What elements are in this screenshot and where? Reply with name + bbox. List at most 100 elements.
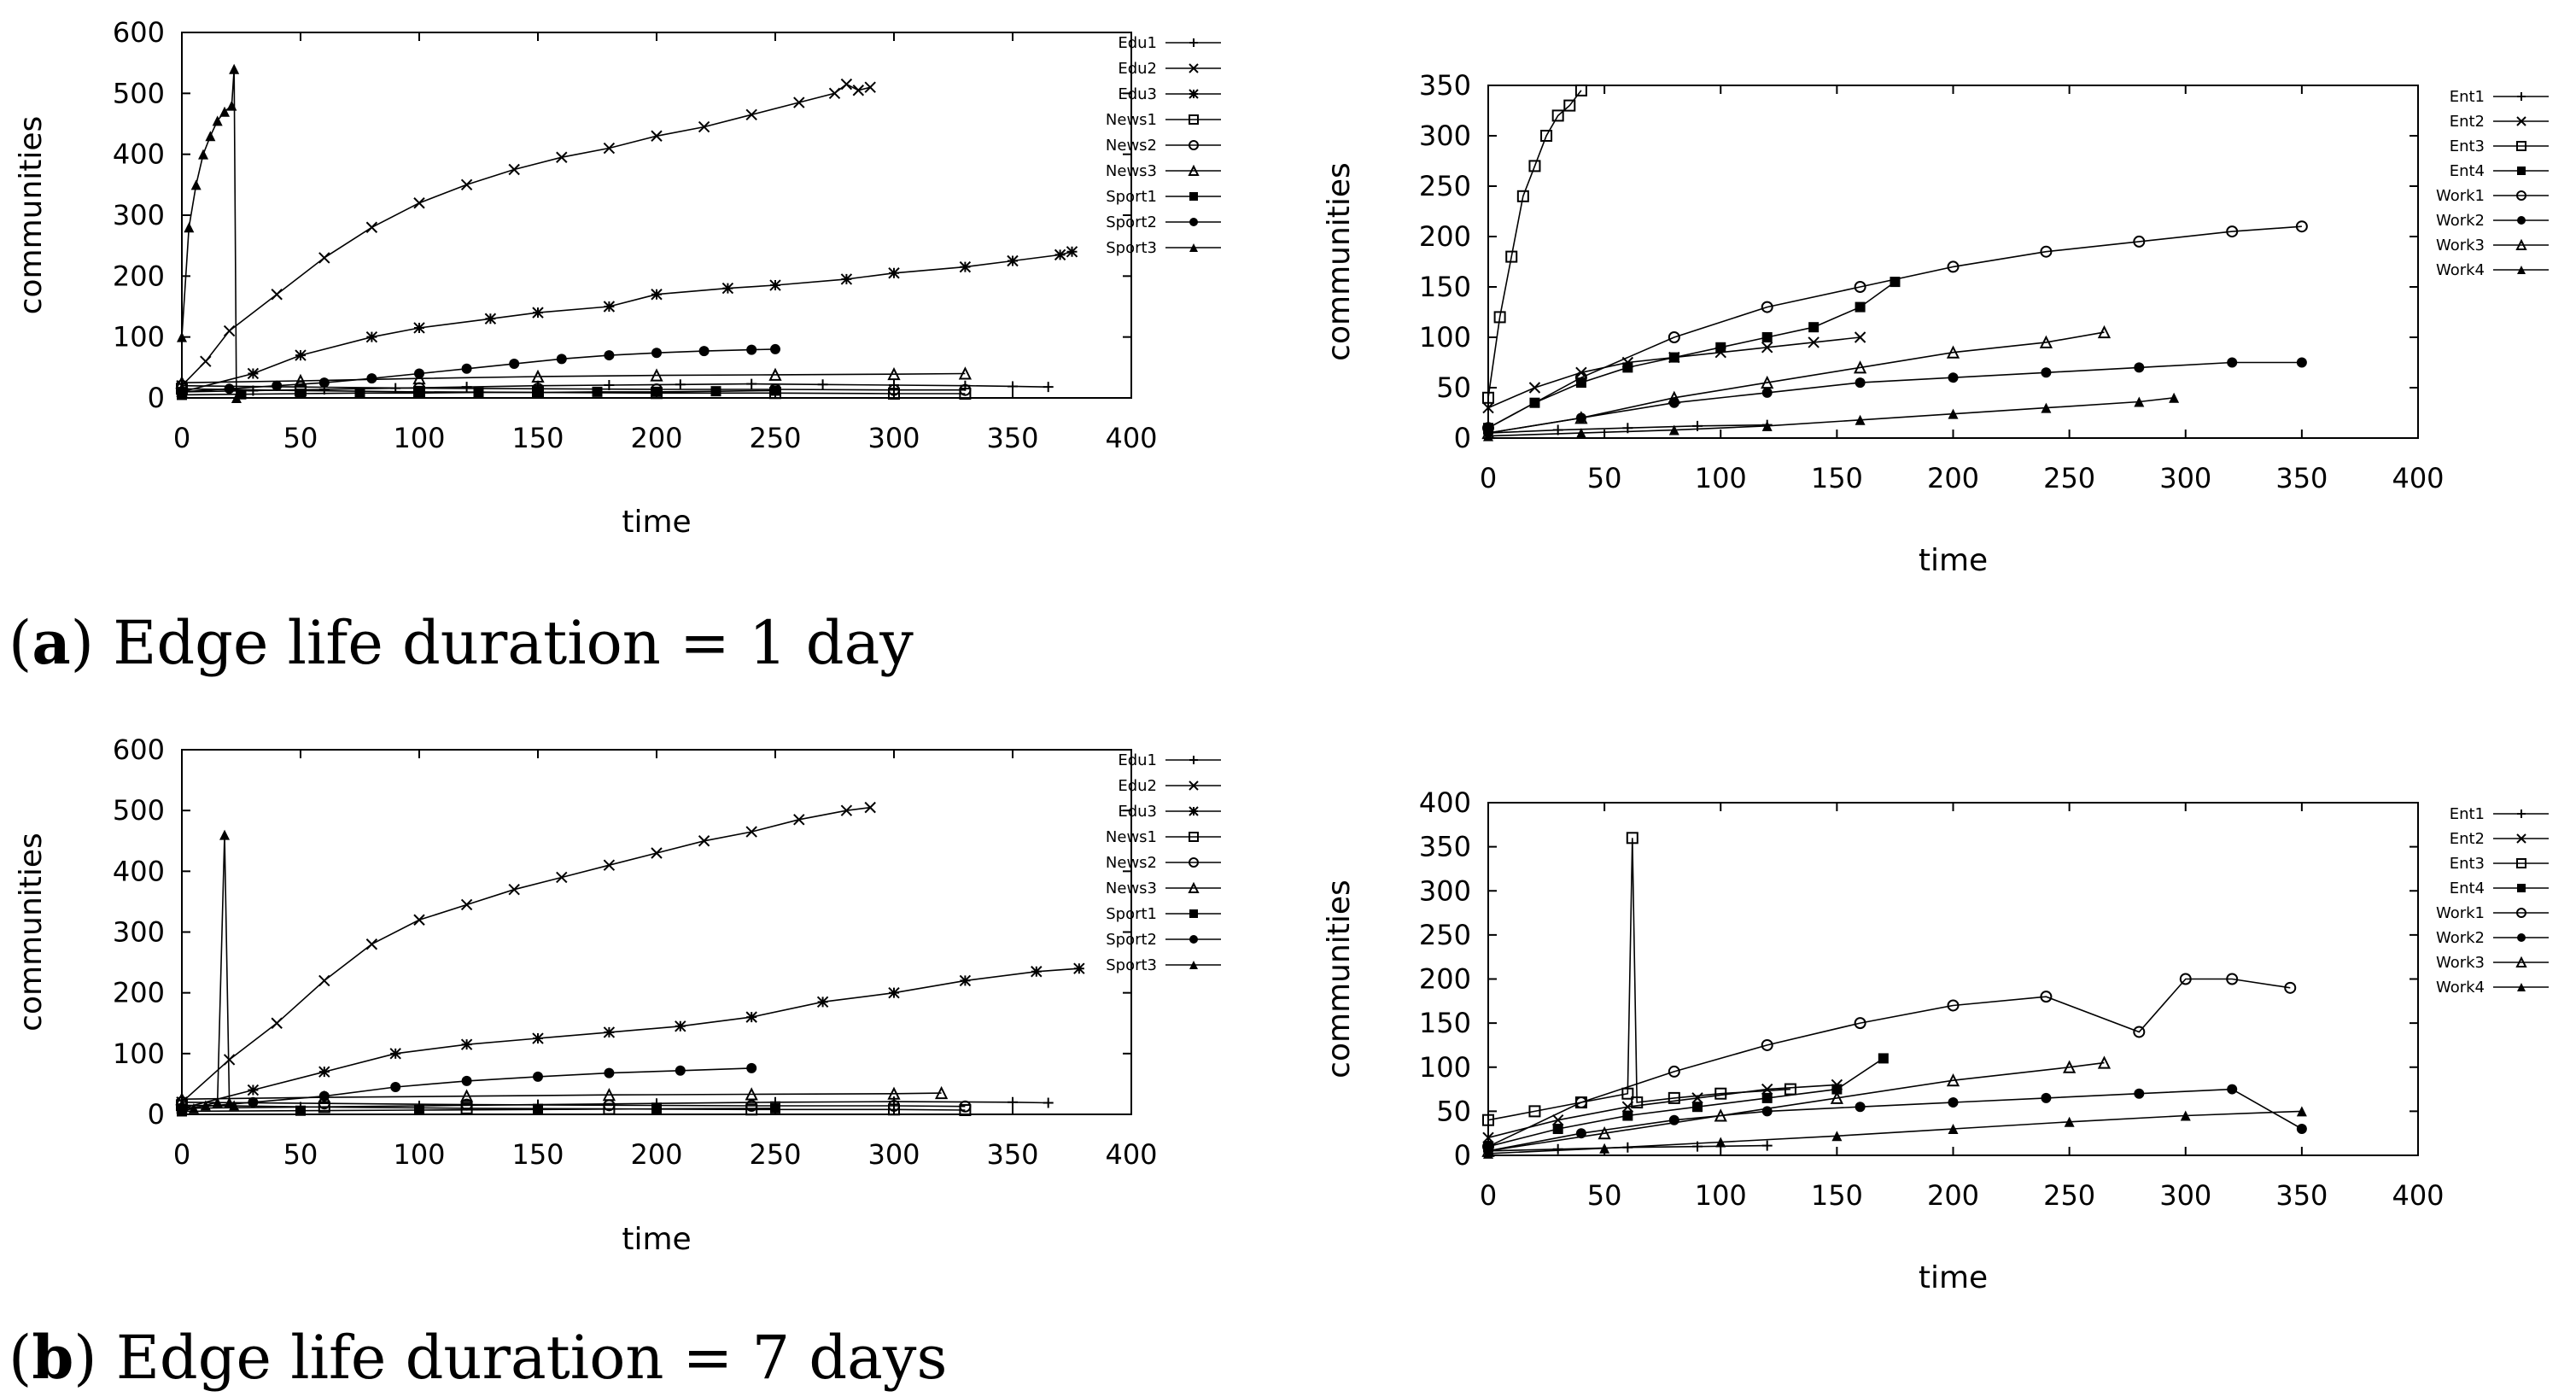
data-point: [710, 386, 721, 397]
data-point: [1008, 381, 1018, 392]
caption-b-letter: b: [32, 1322, 74, 1393]
data-point: [1808, 322, 1820, 333]
x-tick-label: 350: [2275, 1179, 2328, 1212]
caption-a: (a) Edge life duration = 1 day: [9, 607, 914, 678]
data-point: [556, 871, 568, 884]
data-point: [770, 343, 780, 354]
x-tick-label: 50: [1587, 1179, 1622, 1212]
data-point: [460, 178, 473, 191]
data-point: [746, 1062, 757, 1073]
data-point: [746, 378, 757, 389]
data-point: [1715, 1137, 1726, 1148]
data-point: [1946, 1073, 1960, 1087]
series-edu2: [176, 801, 876, 1108]
data-point: [1598, 1125, 1611, 1140]
data-point: [1668, 352, 1679, 363]
data-point: [817, 379, 828, 390]
y-tick-label: 150: [1419, 1007, 1471, 1039]
series-line: [181, 83, 871, 387]
x-tick-label: 0: [1480, 1179, 1497, 1212]
legend-label: Work2: [2436, 212, 2485, 230]
chart-b-left: 0 50 100 150 200 250 300 350 400 0 100 200 300 400 500…: [14, 734, 1221, 1257]
legend-marker: [2517, 92, 2526, 101]
data-point: [2134, 396, 2145, 407]
data-point: [200, 1100, 211, 1111]
data-point: [1626, 832, 1638, 845]
legend-marker: [1189, 140, 1199, 150]
series-line: [1487, 1084, 1837, 1139]
data-point: [698, 835, 710, 847]
x-tick-label: 400: [1105, 422, 1157, 454]
data-point: [934, 1085, 949, 1100]
series-line: [181, 68, 237, 399]
data-point: [1668, 1065, 1680, 1078]
y-tick-label: 250: [1419, 170, 1471, 202]
data-point: [745, 1011, 757, 1023]
legend-marker: [1189, 218, 1198, 226]
data-point: [2041, 402, 2052, 413]
data-point: [675, 1020, 686, 1032]
data-point: [219, 106, 231, 117]
data-point: [745, 1103, 758, 1116]
chart-b-right: 0 50 100 150 200 250 300 350 400 0 50 100 150 200 250 3…: [1322, 786, 2549, 1295]
data-point: [1008, 1096, 1018, 1108]
data-point: [603, 859, 616, 871]
x-tick-label: 50: [1587, 462, 1622, 494]
data-point: [2284, 981, 2297, 994]
y-axis-label: communities: [14, 116, 49, 315]
data-point: [2169, 392, 2180, 403]
data-point: [816, 996, 829, 1008]
data-point: [2180, 1110, 2191, 1121]
legend-marker: [1189, 243, 1198, 252]
data-point: [389, 1048, 401, 1060]
data-point: [508, 883, 520, 896]
legend-label: Ent3: [2450, 137, 2485, 155]
data-point: [2133, 235, 2146, 248]
data-point: [533, 1104, 543, 1115]
x-tick-label: 100: [393, 1138, 445, 1171]
data-point: [651, 130, 663, 142]
legend-marker: [2517, 216, 2526, 225]
legend-label: Sport2: [1106, 213, 1157, 231]
data-point: [1808, 336, 1820, 348]
data-point: [1574, 1096, 1587, 1109]
data-point: [2064, 1116, 2075, 1127]
y-tick-label: 100: [113, 321, 165, 354]
data-point: [651, 1103, 662, 1114]
data-point: [2227, 1084, 2238, 1095]
x-tick-label: 300: [867, 422, 920, 454]
data-point: [1714, 1108, 1727, 1122]
data-point: [413, 322, 425, 334]
x-tick-label: 150: [1811, 462, 1863, 494]
series-work1: [1482, 220, 2308, 435]
y-tick-label: 400: [1419, 786, 1471, 819]
legend-marker: [1189, 114, 1199, 125]
data-point: [770, 1102, 780, 1114]
series-work2: [1483, 1084, 2307, 1156]
data-point: [556, 354, 567, 365]
data-point: [365, 330, 378, 343]
data-point: [247, 1084, 260, 1096]
data-point: [2296, 1124, 2307, 1135]
y-tick-label: 50: [1436, 371, 1471, 404]
data-point: [1482, 391, 1494, 404]
legend-marker: [1189, 832, 1199, 842]
series-line: [1487, 978, 2291, 1148]
series-line: [181, 834, 235, 1113]
series-sport2: [177, 343, 780, 397]
legend-marker: [1188, 881, 1200, 893]
series-line: [1487, 281, 1895, 429]
data-point: [365, 221, 378, 233]
data-point: [675, 379, 686, 390]
series-work4: [1483, 392, 2180, 441]
plot-frame: [181, 749, 1132, 1115]
data-point: [229, 63, 240, 74]
legend-label: Edu1: [1118, 751, 1157, 769]
data-point: [1784, 1083, 1796, 1096]
data-point: [698, 120, 710, 133]
series-line: [1487, 1088, 2303, 1152]
legend-label: Ent1: [2450, 88, 2485, 106]
y-axis-label: communities: [14, 833, 49, 1032]
data-point: [1528, 1105, 1541, 1118]
data-point: [272, 380, 283, 391]
